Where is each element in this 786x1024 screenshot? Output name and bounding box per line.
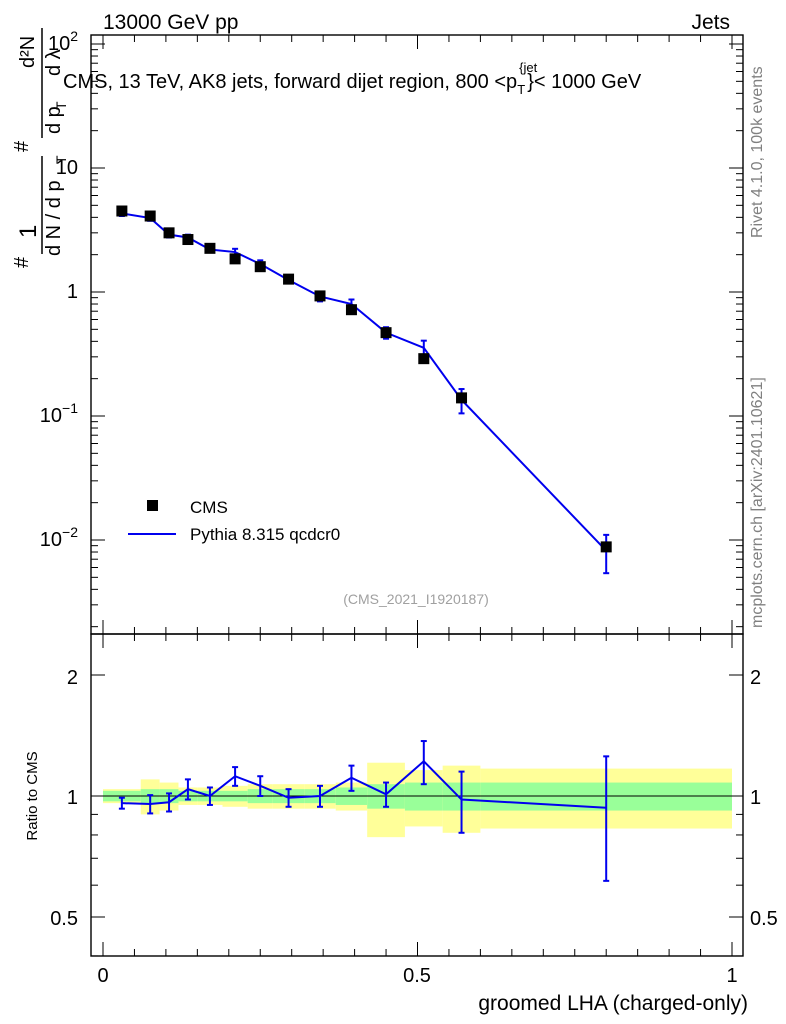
cms-data-point	[116, 205, 128, 217]
cms-data-point	[144, 210, 156, 222]
svg-text:d N / d p: d N / d p	[43, 180, 65, 256]
ytick-label-1: 1	[67, 281, 78, 303]
legend-mc-label: Pythia 8.315 qcdcr0	[190, 525, 340, 544]
cms-data-point	[600, 541, 612, 553]
cms-data-point	[229, 253, 241, 265]
svg-text:d λ: d λ	[43, 49, 65, 76]
cms-data-point	[204, 242, 216, 254]
main-y-tick-labels: 102 10 1 10−1 10−2	[40, 28, 78, 551]
cms-data-point	[283, 273, 295, 285]
ratio-ytick-right-2: 2	[750, 667, 761, 689]
ratio-y-axis-label: Ratio to CMS	[24, 751, 41, 840]
ratio-uncertainty-bands	[103, 762, 732, 838]
header-right: Jets	[691, 11, 730, 34]
svg-text:d²N: d²N	[17, 36, 39, 68]
xtick-label-0: 0	[97, 965, 108, 987]
svg-text:#: #	[11, 256, 33, 268]
mc-series	[118, 210, 610, 575]
ratio-mc-line	[121, 759, 607, 809]
svg-text:d p: d p	[43, 106, 65, 134]
main-panel-frame	[90, 34, 744, 635]
xtick-label-1: 1	[726, 965, 737, 987]
cms-data-series	[116, 205, 612, 553]
ratio-ytick-right-0.5: 0.5	[750, 908, 778, 930]
ratio-ytick-left-2: 2	[67, 667, 78, 689]
ytick-label-10: 10	[56, 157, 78, 179]
svg-text:T: T	[53, 101, 69, 110]
ratio-axis-ticks	[91, 634, 743, 957]
svg-text:1: 1	[15, 225, 42, 238]
plot-title: CMS, 13 TeV, AK8 jets, forward dijet reg…	[63, 60, 642, 97]
cms-data-point	[380, 327, 392, 339]
x-axis-label: groomed LHA (charged-only)	[478, 992, 748, 1015]
analysis-id: (CMS_2021_I1920187)	[343, 591, 489, 607]
mcplots-label: mcplots.cern.ch [arXiv:2401.10621]	[749, 377, 766, 628]
ratio-ytick-right-1: 1	[750, 787, 761, 809]
ratio-ytick-left-0.5: 0.5	[50, 908, 78, 930]
cms-data-point	[163, 227, 175, 239]
rivet-label: Rivet 4.1.0, 100k events	[749, 66, 766, 238]
legend-data-marker	[147, 500, 158, 511]
header-left: 13000 GeV pp	[103, 11, 238, 34]
ytick-label-0.1: 10−1	[40, 400, 78, 427]
ratio-mc-series	[118, 740, 610, 882]
legend: CMS Pythia 8.315 qcdcr0	[128, 498, 340, 544]
cms-data-point	[254, 261, 266, 273]
svg-text:#: #	[11, 140, 33, 152]
cms-data-point	[418, 353, 430, 365]
xtick-label-0.5: 0.5	[403, 965, 431, 987]
ytick-label-100: 102	[48, 28, 78, 55]
main-axis-ticks	[91, 35, 743, 634]
cms-data-point	[314, 290, 326, 302]
cms-data-point	[456, 392, 468, 404]
ratio-band-inner	[404, 782, 443, 811]
svg-text:T: T	[53, 155, 69, 164]
ratio-ytick-left-1: 1	[67, 787, 78, 809]
main-y-axis-label: # 1 d N / d p T # d²N d p T d λ	[11, 28, 69, 268]
ytick-label-0.01: 10−2	[40, 524, 78, 551]
cms-data-point	[345, 304, 357, 316]
cms-data-point	[182, 234, 194, 246]
legend-data-label: CMS	[190, 498, 228, 517]
